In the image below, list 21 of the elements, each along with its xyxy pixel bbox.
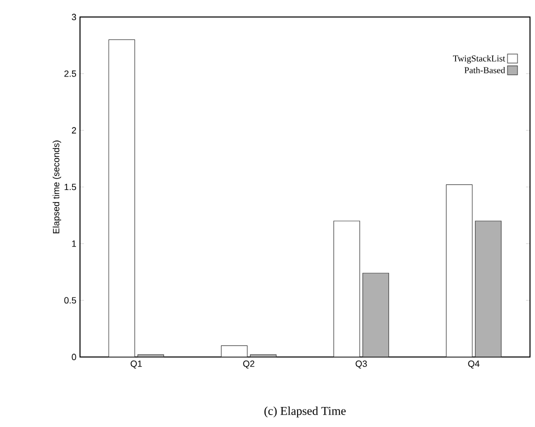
- y-tick-label: 1.5: [64, 184, 76, 190]
- bar: [333, 220, 360, 357]
- legend-label: TwigStackList: [452, 55, 506, 64]
- x-tick-label: Q3: [356, 360, 367, 368]
- legend-label: Path-Based: [464, 66, 506, 74]
- bar: [362, 272, 390, 357]
- bar: [108, 39, 136, 357]
- x-tick-label: Q2: [243, 360, 254, 368]
- y-tick-label: 1: [72, 240, 76, 247]
- y-tick-label: 3: [72, 14, 76, 20]
- y-axis-title: Elapsed time (seconds): [52, 140, 62, 234]
- y-tick-label: 2.5: [64, 70, 76, 77]
- x-tick-label: Q1: [130, 360, 142, 368]
- y-tick-label: 0.5: [64, 297, 76, 304]
- x-tick-label: Q4: [468, 360, 480, 368]
- bar: [474, 220, 502, 357]
- y-tick-label: 0: [72, 354, 76, 360]
- bar: [446, 184, 473, 357]
- bar: [220, 345, 248, 357]
- text: (c) Elapsed Time: [264, 406, 346, 418]
- y-tick-label: 2: [72, 127, 76, 134]
